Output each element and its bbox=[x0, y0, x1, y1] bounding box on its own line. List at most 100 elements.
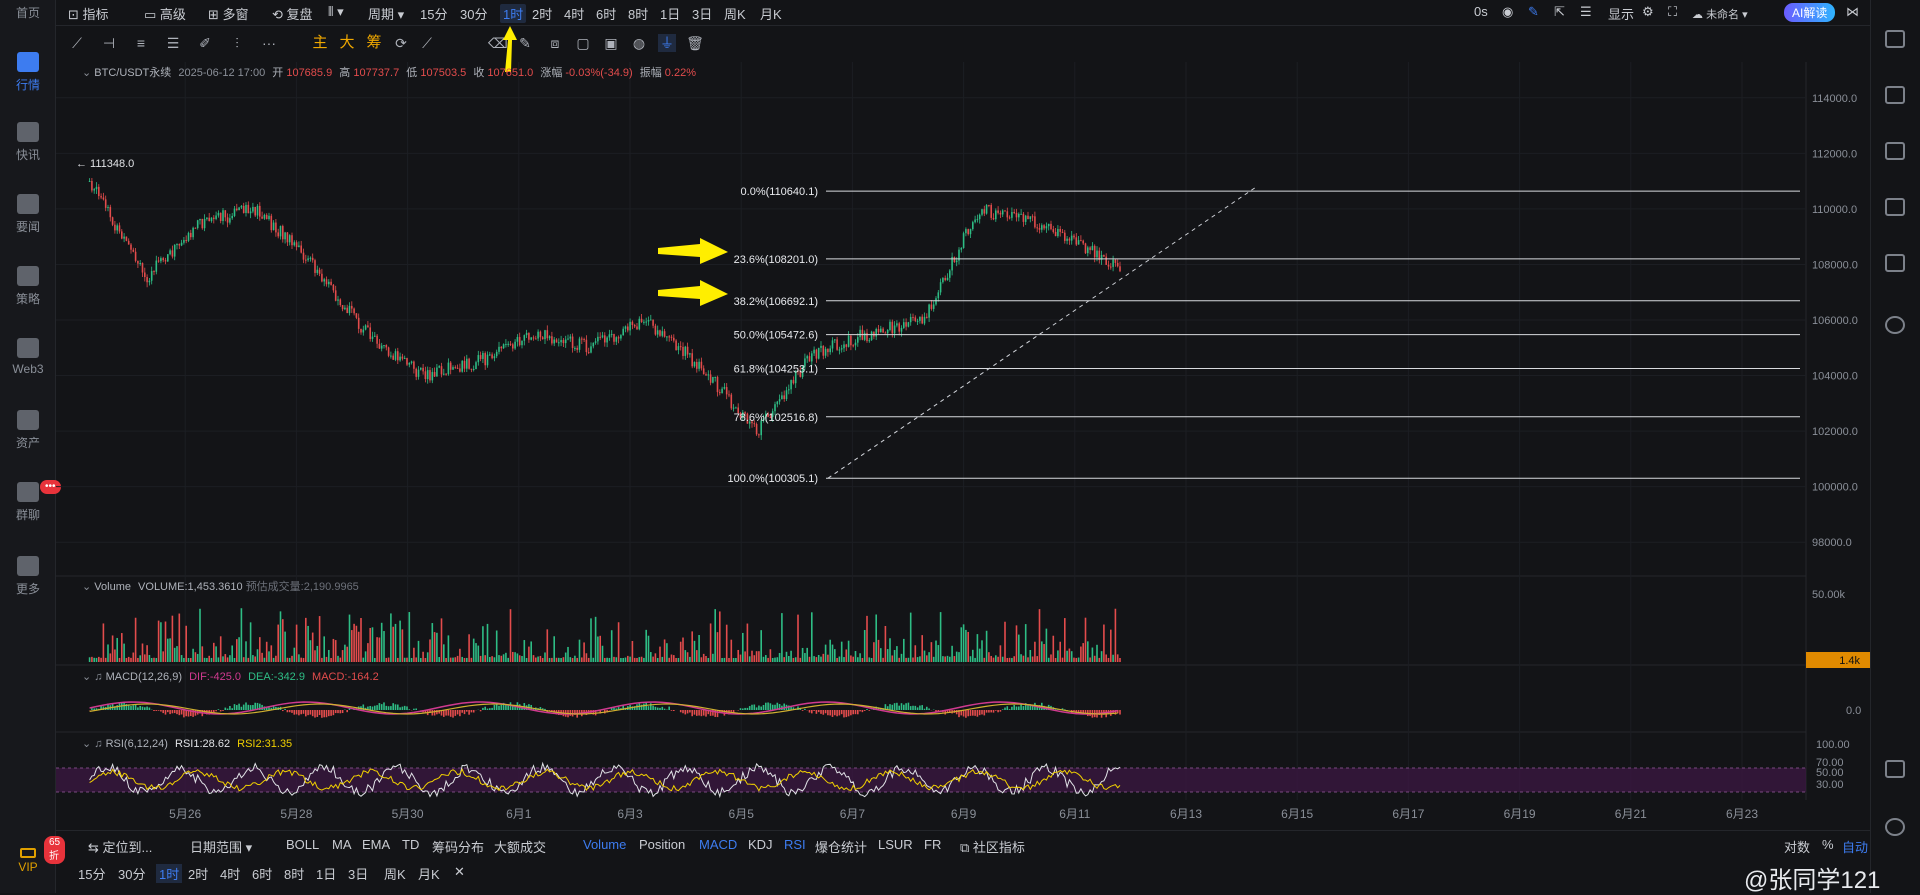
volume-bar bbox=[429, 639, 431, 662]
log-scale-toggle[interactable]: 对数 bbox=[1784, 837, 1810, 856]
volume-bar bbox=[199, 609, 201, 662]
volume-bar bbox=[388, 658, 390, 662]
volume-bar bbox=[595, 617, 597, 662]
candle-body bbox=[519, 337, 521, 345]
collapse-icon[interactable]: ⌄ bbox=[82, 67, 91, 79]
sub-indicator-volume[interactable]: Volume bbox=[583, 837, 626, 852]
candle-body bbox=[261, 217, 263, 219]
fib-level-label: 50.0%(105472.6) bbox=[734, 330, 818, 342]
macd-bar bbox=[1016, 707, 1018, 710]
interval-3d[interactable]: 3日 bbox=[348, 864, 368, 883]
interval-1h[interactable]: 1时 bbox=[156, 864, 182, 883]
volume-bar bbox=[392, 627, 394, 662]
collapse-icon[interactable]: ⌄ bbox=[82, 671, 91, 683]
info-icon[interactable] bbox=[1885, 198, 1905, 216]
volume-bar bbox=[110, 653, 112, 662]
percent-scale-toggle[interactable]: % bbox=[1822, 837, 1834, 852]
volume-bar bbox=[967, 632, 969, 662]
candle-body bbox=[190, 233, 192, 237]
interval-4h[interactable]: 4时 bbox=[220, 864, 240, 883]
collapse-icon[interactable]: ⌄ bbox=[82, 738, 91, 750]
panel-icon[interactable] bbox=[1885, 760, 1905, 778]
price-chart[interactable]: 114000.0112000.0110000.0108000.0106000.0… bbox=[0, 0, 1870, 830]
sub-indicator-kdj[interactable]: KDJ bbox=[748, 837, 773, 852]
volume-bar bbox=[1041, 641, 1043, 662]
candle-body bbox=[721, 389, 723, 393]
indicator-boll[interactable]: BOLL bbox=[286, 837, 319, 852]
sub-indicator-lsur[interactable]: LSUR bbox=[878, 837, 913, 852]
volume-bar bbox=[698, 635, 700, 662]
interval-15m[interactable]: 15分 bbox=[78, 864, 105, 883]
candle-body bbox=[719, 392, 721, 393]
macd-bar bbox=[813, 710, 815, 711]
indicator-td[interactable]: TD bbox=[402, 837, 419, 852]
auto-scale-toggle[interactable]: 自动 bbox=[1842, 837, 1868, 856]
volume-bar bbox=[312, 633, 314, 662]
candle-body bbox=[825, 349, 827, 356]
close-icon[interactable]: ✕ bbox=[454, 864, 465, 880]
candle-body bbox=[128, 241, 130, 245]
price-tick-label: 102000.0 bbox=[1812, 426, 1858, 438]
macd-bar bbox=[809, 710, 811, 713]
indicator-ma[interactable]: MA bbox=[332, 837, 352, 852]
vip-button[interactable]: VIP bbox=[0, 848, 56, 874]
candle-body bbox=[231, 216, 233, 218]
volume-bar bbox=[685, 650, 687, 662]
volume-bar bbox=[1050, 654, 1052, 662]
headset-icon[interactable] bbox=[1885, 818, 1905, 836]
interval-1d[interactable]: 1日 bbox=[316, 864, 336, 883]
volume-bar bbox=[1078, 658, 1080, 662]
volume-bar bbox=[547, 629, 549, 662]
candle-body bbox=[1096, 251, 1098, 258]
macd-bar bbox=[397, 705, 399, 710]
volume-bar bbox=[963, 624, 965, 662]
macd-bar bbox=[834, 710, 836, 715]
order-book-icon[interactable] bbox=[1885, 30, 1905, 48]
sub-indicator-rsi[interactable]: RSI bbox=[784, 837, 806, 852]
indicator-ema[interactable]: EMA bbox=[362, 837, 390, 852]
trades-icon[interactable] bbox=[1885, 86, 1905, 104]
interval-8h[interactable]: 8时 bbox=[284, 864, 304, 883]
volume-bar bbox=[885, 626, 887, 662]
interval-month[interactable]: 月K bbox=[418, 864, 440, 883]
indicator-chip-distribution[interactable]: 筹码分布 bbox=[432, 837, 484, 856]
volume-bar bbox=[662, 657, 664, 662]
volume-bar bbox=[123, 644, 125, 662]
sub-indicator-position[interactable]: Position bbox=[639, 837, 685, 852]
volume-bar bbox=[774, 658, 776, 662]
candle-body bbox=[505, 344, 507, 345]
community-indicators-button[interactable]: ⧉ 社区指标 bbox=[960, 837, 1025, 856]
bell-icon[interactable]: ♫ bbox=[94, 738, 102, 750]
calculator-icon[interactable] bbox=[1885, 254, 1905, 272]
macd-bar bbox=[1009, 709, 1011, 710]
locate-button[interactable]: ⇆ 定位到... bbox=[88, 837, 152, 856]
macd-bar bbox=[979, 710, 981, 715]
volume-bar bbox=[236, 639, 238, 662]
volume-bar bbox=[409, 612, 411, 662]
volume-bar bbox=[363, 658, 365, 662]
sub-indicator-macd[interactable]: MACD bbox=[699, 837, 737, 852]
interval-2h[interactable]: 2时 bbox=[188, 864, 208, 883]
interval-30m[interactable]: 30分 bbox=[118, 864, 145, 883]
volume-bar bbox=[816, 657, 818, 662]
volume-bar bbox=[1020, 654, 1022, 662]
candle-body bbox=[91, 181, 93, 190]
sub-indicator-fr[interactable]: FR bbox=[924, 837, 941, 852]
macd-bar bbox=[680, 710, 682, 712]
candle-body bbox=[1002, 210, 1004, 214]
volume-bar bbox=[289, 658, 291, 662]
sub-indicator-liquidation[interactable]: 爆仓统计 bbox=[815, 837, 867, 856]
macd-bar bbox=[832, 710, 834, 717]
alert-icon[interactable] bbox=[1885, 316, 1905, 334]
interval-6h[interactable]: 6时 bbox=[252, 864, 272, 883]
date-range-dropdown[interactable]: 日期范围 ▾ bbox=[190, 837, 252, 856]
date-tick-label: 6月23 bbox=[1726, 807, 1758, 821]
macd-bar bbox=[340, 710, 342, 713]
interval-week[interactable]: 周K bbox=[384, 864, 406, 883]
bell-icon[interactable]: ♫ bbox=[94, 671, 102, 683]
collapse-icon[interactable]: ⌄ bbox=[82, 581, 91, 593]
indicator-large-trades[interactable]: 大额成交 bbox=[494, 837, 546, 856]
volume-bar bbox=[544, 652, 546, 662]
volume-bar bbox=[708, 658, 710, 662]
depth-icon[interactable] bbox=[1885, 142, 1905, 160]
